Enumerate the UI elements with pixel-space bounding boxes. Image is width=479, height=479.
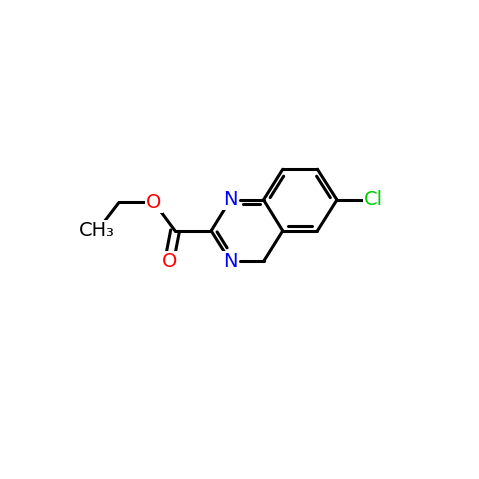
Text: N: N — [223, 190, 238, 209]
Text: O: O — [161, 252, 177, 271]
Text: Cl: Cl — [364, 190, 383, 209]
Text: O: O — [146, 193, 162, 212]
Text: N: N — [223, 252, 238, 271]
Text: CH₃: CH₃ — [80, 221, 115, 240]
